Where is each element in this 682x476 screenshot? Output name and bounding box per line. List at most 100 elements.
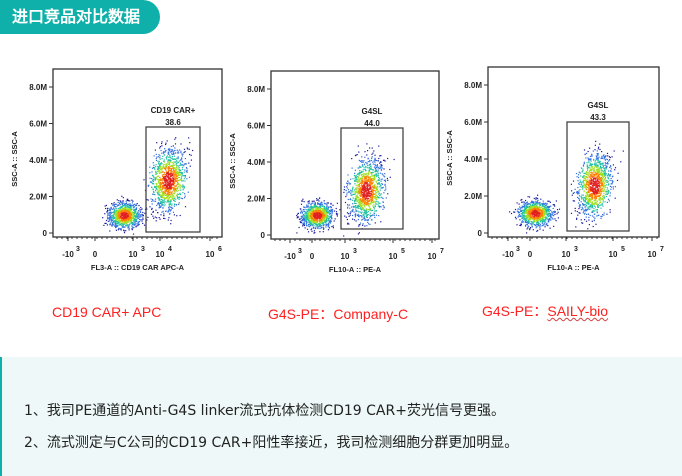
event-dot [112, 214, 114, 217]
event-dot [324, 211, 326, 213]
event-dot [175, 137, 177, 139]
event-dot [152, 193, 154, 195]
event-dot [545, 207, 547, 209]
event-dot [532, 222, 535, 224]
event-dot [310, 208, 312, 210]
event-dot [131, 219, 133, 221]
event-dot [163, 193, 165, 195]
event-dot [539, 219, 541, 221]
event-dot [176, 178, 178, 180]
event-dot [371, 175, 373, 177]
event-dot [374, 191, 377, 193]
event-dot [529, 213, 531, 215]
event-dot [359, 172, 361, 175]
event-dot [120, 204, 122, 206]
event-dot [158, 217, 160, 219]
event-dot [184, 193, 186, 195]
event-dot [162, 201, 165, 203]
event-dot [158, 165, 161, 167]
event-dot [524, 206, 526, 208]
event-dot [116, 225, 118, 227]
event-dot [128, 218, 130, 220]
event-dot [311, 202, 313, 204]
event-dot [169, 196, 171, 199]
event-dot [109, 215, 111, 217]
event-dot [363, 192, 365, 194]
event-dot [532, 221, 534, 223]
event-dot [336, 214, 338, 216]
event-dot [154, 186, 156, 188]
event-dot [375, 173, 377, 175]
event-dot [324, 208, 326, 210]
event-dot [352, 178, 354, 180]
event-dot [171, 184, 173, 187]
event-dot [553, 211, 555, 213]
event-dot [542, 209, 544, 211]
event-dot [356, 180, 358, 182]
event-dot [300, 220, 302, 222]
event-dot [524, 225, 527, 227]
event-dot [362, 197, 364, 199]
event-dot [521, 198, 523, 201]
event-dot [521, 201, 523, 203]
event-dot [368, 209, 370, 211]
event-dot [326, 221, 328, 223]
event-dot [121, 226, 123, 228]
event-dot [183, 185, 185, 187]
event-dot [109, 224, 111, 226]
event-dot [171, 167, 173, 169]
event-dot [112, 216, 114, 218]
event-dot [373, 175, 375, 177]
event-dot [536, 215, 538, 217]
event-dot [326, 212, 328, 215]
event-dot [527, 214, 529, 216]
event-dot [309, 222, 311, 224]
event-dot [307, 205, 309, 207]
event-dot [125, 203, 127, 205]
event-dot [146, 208, 148, 210]
event-dot [332, 225, 334, 227]
event-dot [364, 193, 366, 195]
event-dot [325, 217, 327, 219]
event-dot [383, 192, 385, 194]
event-dot [543, 211, 545, 213]
event-dot [168, 203, 170, 205]
event-dot [311, 208, 313, 210]
event-dot [319, 203, 321, 205]
event-dot [174, 143, 177, 145]
event-dot [120, 229, 122, 231]
event-dot [142, 211, 144, 214]
event-dot [369, 161, 371, 163]
event-dot [184, 195, 186, 197]
event-dot [312, 214, 315, 216]
event-dot [153, 193, 155, 195]
event-dot [180, 189, 182, 191]
event-dot [166, 172, 168, 174]
event-dot [355, 210, 357, 213]
event-dot [382, 197, 384, 200]
event-dot [143, 179, 145, 181]
event-dot [354, 177, 356, 179]
event-dot [186, 170, 188, 172]
event-dot [303, 206, 305, 208]
event-dot [547, 205, 549, 208]
event-dot [346, 182, 348, 184]
event-dot [167, 171, 169, 173]
event-dot [171, 174, 173, 176]
x-axis-label: FL3-A :: CD19 CAR APC-A [91, 263, 185, 272]
event-dot [160, 200, 162, 203]
event-dot [121, 209, 123, 212]
event-dot [180, 143, 182, 145]
event-dot [123, 232, 126, 234]
event-dot [173, 164, 175, 166]
event-dot [547, 206, 549, 208]
event-dot [163, 164, 165, 166]
event-dot [336, 215, 338, 217]
event-dot [172, 153, 174, 156]
event-dot [310, 205, 312, 207]
event-dot [109, 208, 111, 210]
event-dot [378, 145, 380, 147]
event-dot [314, 213, 316, 215]
event-dot [313, 212, 315, 215]
event-dot [102, 217, 104, 219]
